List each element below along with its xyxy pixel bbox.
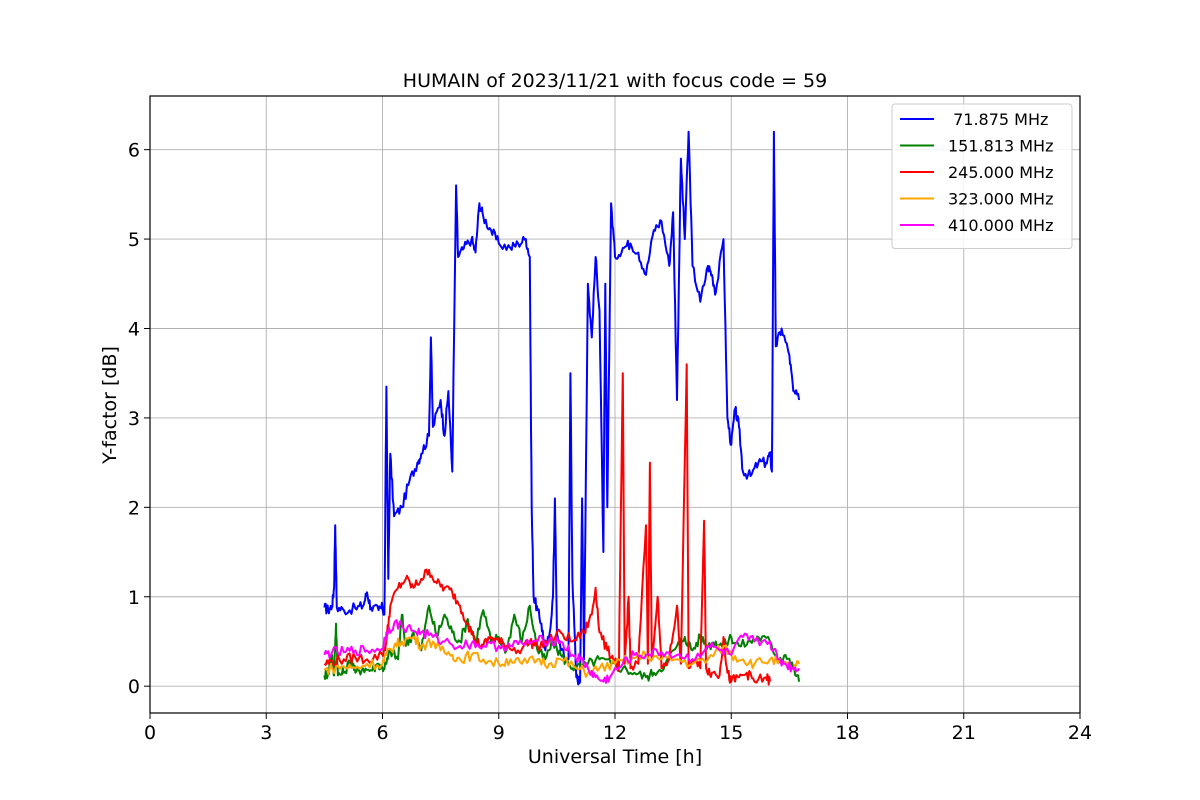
series-line bbox=[323, 363, 771, 686]
grid bbox=[149, 96, 1081, 713]
y-tick-label: 1 bbox=[128, 587, 140, 609]
series-line bbox=[323, 130, 801, 686]
y-tick-label: 0 bbox=[128, 676, 140, 698]
legend-label: 245.000 MHz bbox=[948, 163, 1053, 182]
chart-title: HUMAIN of 2023/11/21 with focus code = 5… bbox=[403, 70, 827, 92]
y-tick-label: 5 bbox=[128, 229, 140, 251]
x-tick-label: 21 bbox=[952, 722, 976, 744]
legend-label: 323.000 MHz bbox=[948, 190, 1053, 209]
legend: 71.875 MHz 151.813 MHz 245.000 MHz 323.000 … bbox=[891, 103, 1073, 249]
y-tick-label: 2 bbox=[128, 497, 140, 519]
y-tick-label: 4 bbox=[128, 318, 140, 340]
y-axis-ticks: 0 1 2 3 4 5 6 bbox=[128, 140, 150, 698]
x-tick-label: 18 bbox=[835, 722, 859, 744]
x-tick-label: 6 bbox=[376, 722, 388, 744]
y-tick-label: 6 bbox=[128, 140, 140, 162]
x-tick-label: 12 bbox=[603, 722, 627, 744]
y-axis-label: Y-factor [dB] bbox=[99, 346, 121, 465]
legend-label: 410.000 MHz bbox=[948, 216, 1053, 235]
series-line bbox=[323, 635, 801, 678]
series-line bbox=[323, 619, 800, 684]
x-tick-label: 9 bbox=[493, 722, 505, 744]
legend-box bbox=[891, 103, 1073, 249]
y-tick-label: 3 bbox=[128, 408, 140, 430]
x-tick-label: 24 bbox=[1068, 722, 1092, 744]
legend-label: 151.813 MHz bbox=[948, 137, 1053, 156]
x-axis-ticks: 0 3 6 9 12 15 18 21 24 bbox=[144, 713, 1092, 744]
x-tick-label: 0 bbox=[144, 722, 156, 744]
x-tick-label: 15 bbox=[719, 722, 743, 744]
x-tick-label: 3 bbox=[260, 722, 272, 744]
series-layer bbox=[323, 130, 801, 686]
legend-label: 71.875 MHz bbox=[948, 110, 1048, 129]
x-axis-label: Universal Time [h] bbox=[528, 746, 702, 768]
